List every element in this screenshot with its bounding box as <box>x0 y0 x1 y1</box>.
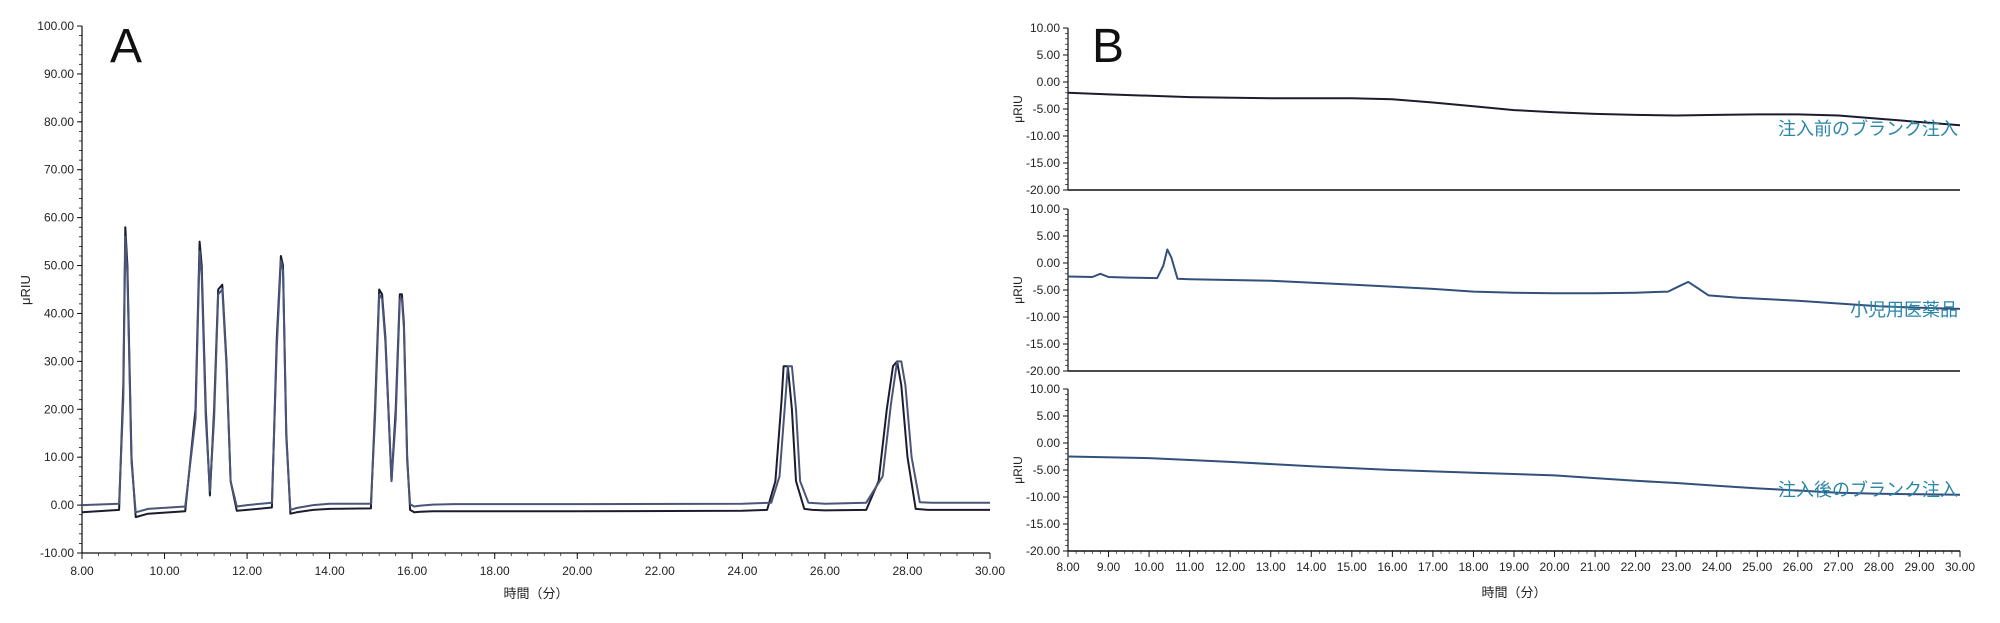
panel-b-trace-3 <box>1067 455 1961 496</box>
panel-a-trace-1 <box>81 226 990 519</box>
panel-b-x-tick-label: 15.00 <box>1337 560 1367 574</box>
panel-b-y-tick-label: 10.00 <box>1030 21 1060 35</box>
panel-a-x-axis-label: 時間（分） <box>503 586 568 601</box>
panel-b-x-tick-label: 21.00 <box>1580 560 1610 574</box>
panel-a-x-tick-label: 28.00 <box>892 564 922 578</box>
panel-b-x-tick-label: 13.00 <box>1256 560 1286 574</box>
panel-b-x-tick-label: 11.00 <box>1175 560 1204 574</box>
panel-b-x-tick-label: 30.00 <box>1945 560 1975 574</box>
panel-b-x-tick-label: 29.00 <box>1904 560 1934 574</box>
panel-b-y-tick-label: -5.00 <box>1033 463 1061 477</box>
panel-a-y-tick-label: 80.00 <box>44 115 74 129</box>
panel-b-y-tick-label: -5.00 <box>1033 283 1061 297</box>
panel-b-x-tick-label: 9.00 <box>1097 560 1121 574</box>
panel-a-y-tick-label: -10.00 <box>40 546 74 560</box>
panel-b-letter: B <box>1092 20 1124 73</box>
panel-b-y-tick-label: -20.00 <box>1026 364 1060 378</box>
panel-b-y-axis-label: μRIU <box>1011 456 1025 484</box>
panel-b-y-tick-label: -10.00 <box>1026 310 1060 324</box>
panel-b-trace-label: 注入後のブランク注入 <box>1778 479 1958 501</box>
panel-b-x-tick-label: 14.00 <box>1296 560 1326 574</box>
panel-a-y-tick-label: 90.00 <box>44 67 74 81</box>
panel-b-y-tick-label: 10.00 <box>1030 382 1060 396</box>
panel-a-y-tick-label: 30.00 <box>44 354 74 368</box>
panel-b-x-tick-label: 8.00 <box>1056 560 1080 574</box>
panel-b-y-tick-label: -15.00 <box>1026 156 1060 170</box>
panel-a-x-tick-label: 24.00 <box>727 564 757 578</box>
panel-b-x-tick-label: 18.00 <box>1458 560 1488 574</box>
panel-a-y-tick-label: 0.00 <box>51 498 75 512</box>
panel-b-y-tick-label: 5.00 <box>1037 409 1061 423</box>
panel-b-y-tick-label: 0.00 <box>1037 75 1061 89</box>
panel-a-x-tick-label: 18.00 <box>480 564 510 578</box>
panel-b-x-axis-label: 時間（分） <box>1481 585 1546 600</box>
panel-b-x-tick-label: 23.00 <box>1661 560 1691 574</box>
panel-b-y-tick-label: -5.00 <box>1033 102 1061 116</box>
panel-a-letter: A <box>110 20 142 73</box>
panel-a-x-tick-label: 20.00 <box>562 564 592 578</box>
panel-b-y-tick-label: 0.00 <box>1037 436 1061 450</box>
panel-b-trace-1 <box>1067 91 1961 127</box>
panel-b-trace-2 <box>1067 248 1961 310</box>
panel-b-y-tick-label: 5.00 <box>1037 48 1061 62</box>
panel-a-trace-2 <box>81 235 990 514</box>
panel-b-y-tick-label: 0.00 <box>1037 256 1061 270</box>
panel-b-y-tick-label: -20.00 <box>1026 544 1060 558</box>
panel-b-x-tick-label: 28.00 <box>1864 560 1894 574</box>
panel-b-x-tick-label: 20.00 <box>1540 560 1570 574</box>
panel-a-y-tick-label: 70.00 <box>44 163 74 177</box>
panel-a-x-tick-label: 14.00 <box>315 564 345 578</box>
panel-b-y-axis-label: μRIU <box>1011 276 1025 304</box>
panel-a-y-axis-label: μRIU <box>18 275 33 305</box>
panel-a-y-tick-label: 60.00 <box>44 211 74 225</box>
panel-b-x-tick-label: 25.00 <box>1742 560 1772 574</box>
panel-b-x-tick-label: 17.00 <box>1418 560 1448 574</box>
panel-b-y-tick-label: 5.00 <box>1037 229 1061 243</box>
panel-b-trace-label: 小児用医薬品 <box>1850 300 1958 321</box>
panel-b-x-tick-label: 12.00 <box>1215 560 1245 574</box>
panel-b-x-tick-label: 22.00 <box>1621 560 1651 574</box>
panel-a-x-tick-label: 12.00 <box>232 564 262 578</box>
panel-a-y-tick-label: 20.00 <box>44 402 74 416</box>
panel-a-y-tick-label: 10.00 <box>44 450 74 464</box>
panel-a-x-tick-label: 10.00 <box>150 564 180 578</box>
panel-b-y-tick-label: -15.00 <box>1026 517 1060 531</box>
panel-b-y-axis-label: μRIU <box>1011 95 1025 123</box>
panel-a-y-tick-label: 100.00 <box>37 19 74 33</box>
panel-b-x-tick-label: 16.00 <box>1377 560 1407 574</box>
panel-a-y-tick-label: 50.00 <box>44 259 74 273</box>
panel-a-x-tick-label: 22.00 <box>645 564 675 578</box>
panel-b-x-tick-label: 19.00 <box>1499 560 1529 574</box>
panel-b-x-tick-label: 24.00 <box>1702 560 1732 574</box>
panel-a-x-tick-label: 26.00 <box>810 564 840 578</box>
panel-a-x-tick-label: 8.00 <box>70 564 94 578</box>
panel-b-x-tick-label: 10.00 <box>1134 560 1164 574</box>
panel-a-x-tick-label: 30.00 <box>975 564 1005 578</box>
panel-a-x-tick-label: 16.00 <box>397 564 427 578</box>
panel-b-y-tick-label: -10.00 <box>1026 129 1060 143</box>
panel-b-y-tick-label: -20.00 <box>1026 183 1060 197</box>
panel-a-y-tick-label: 40.00 <box>44 306 74 320</box>
panel-b-x-tick-label: 26.00 <box>1783 560 1813 574</box>
panel-b-y-tick-label: 10.00 <box>1030 202 1060 216</box>
panel-b-y-tick-label: -10.00 <box>1026 490 1060 504</box>
panel-b-trace-label: 注入前のブランク注入 <box>1778 118 1958 140</box>
panel-b-y-tick-label: -15.00 <box>1026 337 1060 351</box>
panel-b-x-tick-label: 27.00 <box>1823 560 1853 574</box>
